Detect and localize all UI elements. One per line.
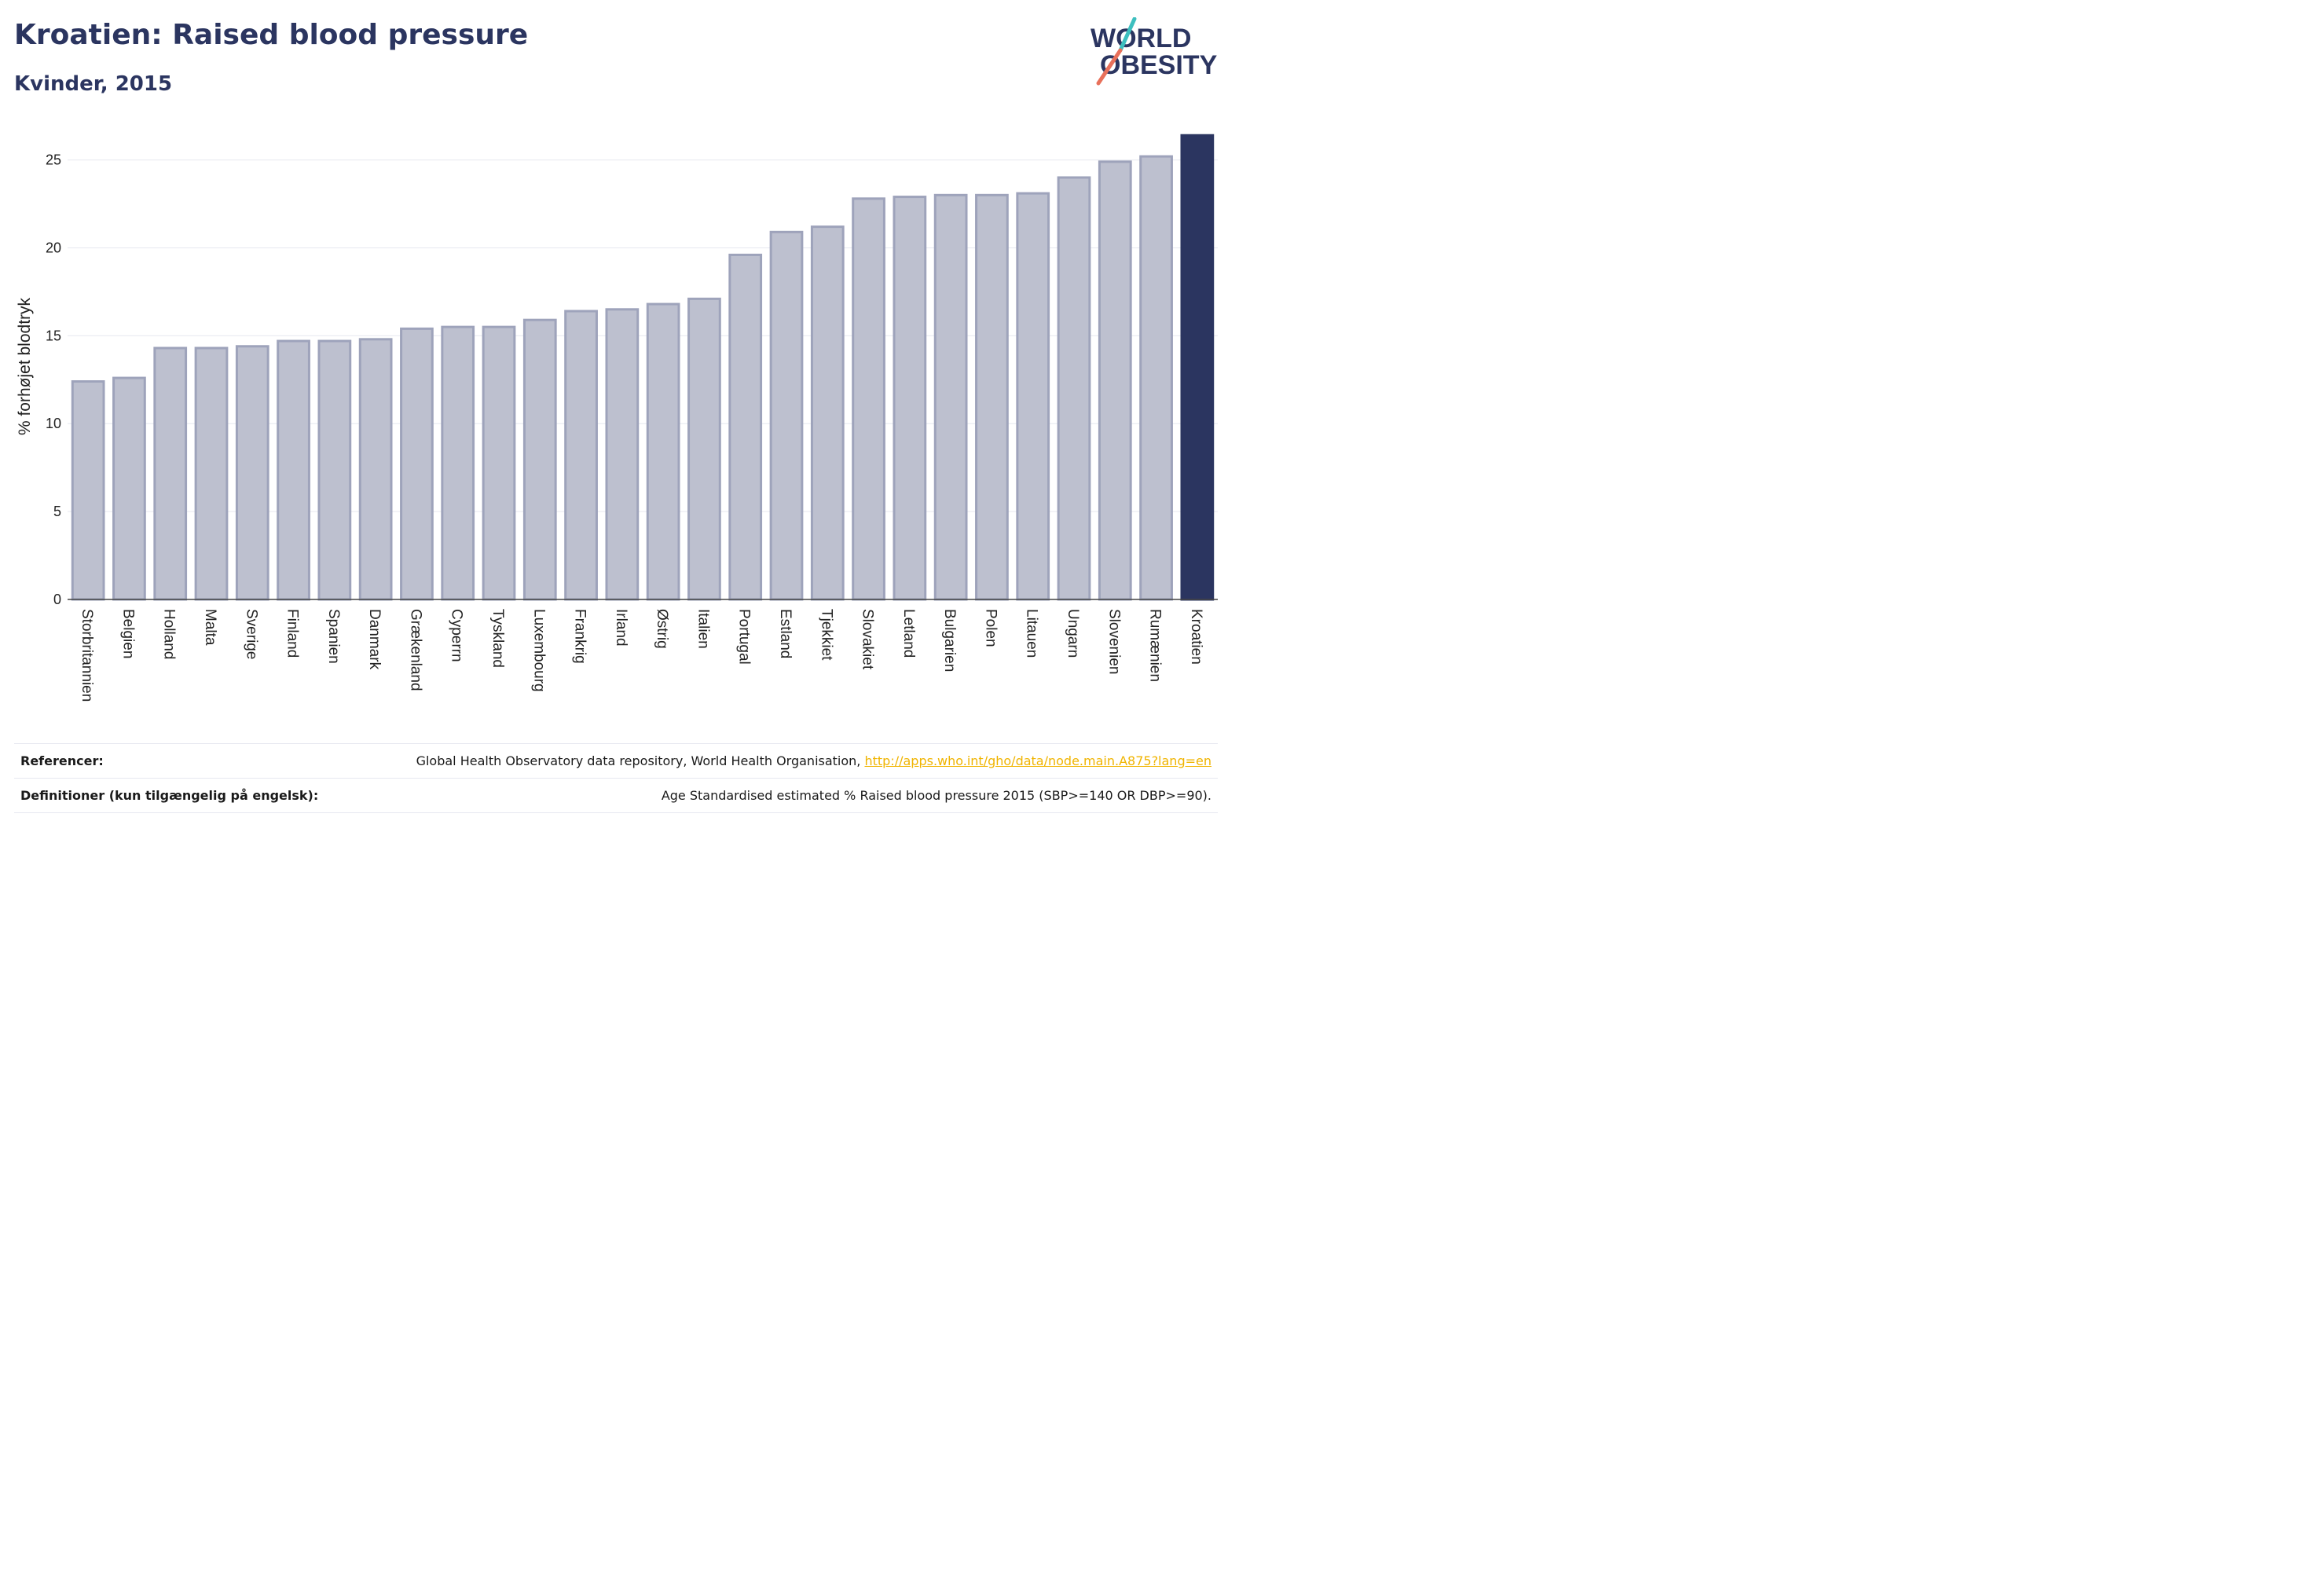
- page-title: Kroatien: Raised blood pressure: [14, 19, 529, 51]
- y-tick-label: 25: [46, 152, 61, 168]
- logo-line-obesity: OBESITY: [1100, 50, 1218, 80]
- page-subtitle: Kvinder, 2015: [14, 72, 173, 96]
- x-tick-label: Belgien: [119, 609, 136, 658]
- bar: [153, 346, 188, 601]
- bar: [852, 197, 885, 601]
- bar: [769, 230, 804, 601]
- world-obesity-logo: WORLD OBESITY: [1091, 17, 1218, 86]
- logo-slash-coral: [1096, 48, 1123, 86]
- bar: [1180, 134, 1215, 601]
- bar: [728, 253, 763, 601]
- x-tick-label: Holland: [161, 609, 178, 659]
- bar: [605, 308, 640, 601]
- bar: [522, 318, 557, 601]
- x-tick-label: Tjekkiet: [818, 609, 834, 661]
- references-text: Global Health Observatory data repositor…: [416, 753, 865, 768]
- bar: [235, 345, 269, 601]
- bar: [810, 225, 845, 601]
- x-tick-label: Letland: [900, 609, 917, 658]
- x-tick-label: Sverige: [243, 609, 259, 659]
- bar: [71, 380, 105, 601]
- bar: [400, 327, 434, 601]
- bar: [1098, 160, 1132, 601]
- y-tick-label: 10: [46, 416, 61, 431]
- x-tick-label: Spanien: [325, 609, 342, 664]
- bar: [646, 302, 680, 601]
- bar: [1057, 176, 1091, 601]
- bar: [1016, 192, 1050, 601]
- x-tick-label: Tyskland: [489, 609, 506, 668]
- bar: [277, 339, 310, 601]
- x-tick-label: Slovenien: [1105, 609, 1122, 674]
- x-tick-label: Cyperrn: [449, 609, 465, 662]
- y-tick-label: 20: [46, 240, 61, 255]
- x-tick-label: Østrig: [654, 609, 670, 649]
- x-tick-label: Frankrig: [572, 609, 588, 664]
- x-tick-label: Estland: [777, 609, 794, 658]
- x-tick-label: Luxembourg: [530, 609, 547, 692]
- bar: [687, 297, 721, 601]
- definitions-label: Definitioner (kun tilgængelig på engelsk…: [20, 788, 319, 803]
- x-tick-label: Italien: [695, 609, 711, 649]
- x-tick-label: Danmark: [366, 609, 383, 670]
- bar: [317, 339, 352, 601]
- x-tick-label: Irland: [613, 609, 629, 647]
- references-row: Referencer: Global Health Observatory da…: [14, 743, 1218, 778]
- y-axis-label: % forhøjet blodtryk: [16, 297, 34, 435]
- definitions-text: Age Standardised estimated % Raised bloo…: [661, 788, 1211, 803]
- x-tick-label: Litauen: [1024, 609, 1040, 658]
- logo-slash-teal: [1118, 17, 1137, 53]
- references-value: Global Health Observatory data repositor…: [416, 753, 1218, 768]
- bar: [358, 338, 393, 601]
- bar: [441, 325, 475, 601]
- logo-line-world: WORLD: [1091, 24, 1191, 53]
- x-tick-label: Bulgarien: [941, 609, 958, 672]
- x-tick-label: Grækenland: [407, 609, 423, 691]
- x-tick-label: Storbritannien: [79, 609, 95, 702]
- x-tick-label: Polen: [982, 609, 999, 647]
- references-label: Referencer:: [20, 753, 104, 768]
- x-tick-label: Kroatien: [1188, 609, 1204, 665]
- bar: [564, 310, 598, 601]
- bar: [893, 196, 927, 601]
- x-tick-label: Portugal: [736, 609, 753, 665]
- y-tick-label: 5: [53, 504, 61, 519]
- bar: [933, 193, 968, 601]
- y-tick-label: 15: [46, 328, 61, 343]
- bar: [975, 193, 1009, 601]
- x-tick-label: Finland: [284, 609, 301, 658]
- references-link[interactable]: http://apps.who.int/gho/data/node.main.A…: [864, 753, 1211, 768]
- bar-chart: 0 5 10 15 20 25 % forhøjet blodtryk Storbritann…: [16, 134, 1218, 702]
- bar: [482, 325, 516, 601]
- y-tick-label: 0: [53, 592, 61, 607]
- x-tick-label: Rumænien: [1147, 609, 1164, 682]
- x-tick-label: Slovakiet: [860, 609, 876, 670]
- bar: [112, 376, 146, 601]
- x-tick-label: Malta: [202, 609, 218, 646]
- bar: [194, 346, 229, 601]
- bar: [1139, 155, 1173, 601]
- definitions-row: Definitioner (kun tilgængelig på engelsk…: [14, 778, 1218, 813]
- x-tick-label: Ungarn: [1065, 609, 1081, 658]
